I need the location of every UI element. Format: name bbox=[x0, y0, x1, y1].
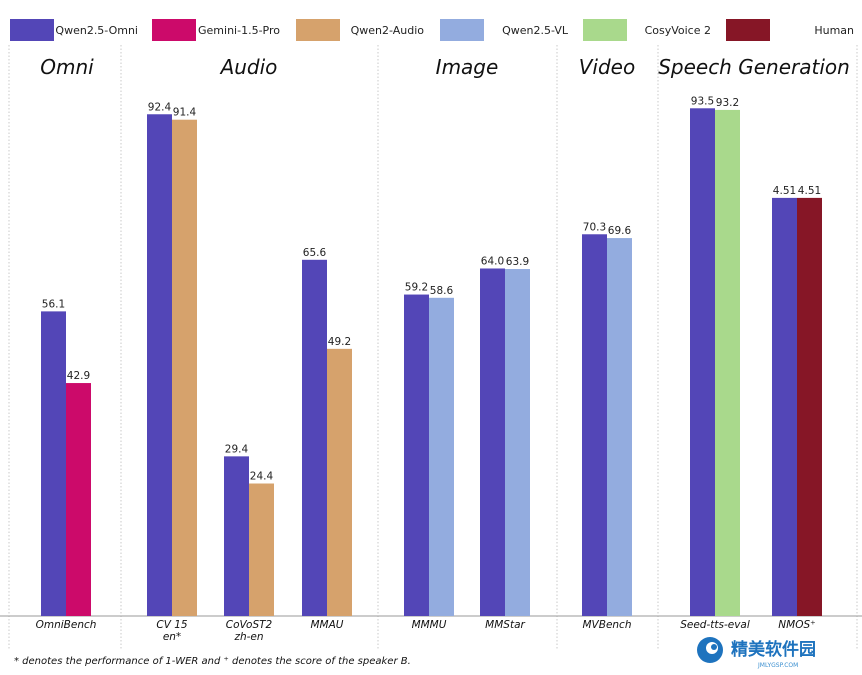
legend: Qwen2.5-Omni Gemini-1.5-Pro Qwen2-Audio Qwe… bbox=[10, 19, 854, 41]
bar-omnibench-gemini-1-5-pro bbox=[66, 383, 91, 616]
bar-mmmu-qwen2-5-vl bbox=[429, 297, 454, 616]
legend-swatch-qwen2-5-vl bbox=[440, 19, 484, 41]
value-label-seed-tts-eval-cosyvoice-2: 93.2 bbox=[716, 97, 739, 109]
legend-label-qwen2-audio: Qwen2-Audio bbox=[351, 24, 425, 37]
bar-nmos-qwen2-5-omni bbox=[772, 197, 797, 616]
category-label-cv-15: CV 15 bbox=[156, 619, 188, 631]
value-label-cv-15-qwen2-5-omni: 92.4 bbox=[148, 101, 172, 113]
legend-label-qwen2-5-vl: Qwen2.5-VL bbox=[502, 24, 569, 37]
section-title-image: Image bbox=[436, 55, 499, 79]
bar-mmmu-qwen2-5-omni bbox=[404, 294, 429, 616]
value-label-mmau-qwen2-audio: 49.2 bbox=[328, 336, 351, 348]
legend-swatch-cosyvoice-2 bbox=[583, 19, 627, 41]
value-label-cv-15-qwen2-audio: 91.4 bbox=[173, 107, 197, 119]
value-label-mmmu-qwen2-5-vl: 58.6 bbox=[430, 285, 454, 297]
value-label-covost2-qwen2-audio: 24.4 bbox=[250, 471, 274, 483]
bar-mmstar-qwen2-5-vl bbox=[505, 269, 530, 616]
bar-mvbench-qwen2-5-vl bbox=[607, 238, 632, 616]
section-title-speech-generation: Speech Generation bbox=[658, 55, 850, 79]
legend-swatch-qwen2-5-omni bbox=[10, 19, 54, 41]
bar-cv-15-qwen2-audio bbox=[172, 119, 197, 616]
bar-cv-15-qwen2-5-omni bbox=[147, 114, 172, 616]
benchmark-chart: Qwen2.5-Omni Gemini-1.5-Pro Qwen2-Audio Qwe… bbox=[0, 19, 862, 650]
category-label-mmmu: MMMU bbox=[412, 619, 447, 631]
legend-swatch-qwen2-audio bbox=[296, 19, 340, 41]
bar-mvbench-qwen2-5-omni bbox=[582, 234, 607, 616]
sections: Omni Audio Image Video Speech Generation bbox=[40, 55, 850, 79]
category-label-cv-15: en* bbox=[163, 631, 181, 643]
category-label-mvbench: MVBench bbox=[583, 619, 632, 631]
category-label-covost2: CoVoST2 bbox=[226, 619, 273, 631]
bar-seed-tts-eval-cosyvoice-2 bbox=[715, 109, 740, 616]
legend-label-gemini-1-5-pro: Gemini-1.5-Pro bbox=[198, 24, 280, 37]
legend-label-cosyvoice-2: CosyVoice 2 bbox=[645, 24, 711, 37]
value-label-nmos-qwen2-5-omni: 4.51 bbox=[773, 185, 796, 197]
value-label-mvbench-qwen2-5-vl: 69.6 bbox=[608, 225, 632, 237]
value-label-mmstar-qwen2-5-omni: 64.0 bbox=[481, 255, 504, 267]
category-label-seed-tts-eval: Seed-tts-eval bbox=[680, 619, 750, 631]
section-title-omni: Omni bbox=[40, 55, 94, 79]
value-label-omnibench-qwen2-5-omni: 56.1 bbox=[42, 298, 65, 310]
section-title-video: Video bbox=[579, 55, 635, 79]
bar-nmos-human bbox=[797, 197, 822, 616]
value-label-covost2-qwen2-5-omni: 29.4 bbox=[225, 443, 249, 455]
category-label-omnibench: OmniBench bbox=[36, 619, 97, 631]
bar-covost2-qwen2-audio bbox=[249, 483, 274, 616]
section-title-audio: Audio bbox=[219, 55, 278, 79]
value-label-omnibench-gemini-1-5-pro: 42.9 bbox=[67, 370, 90, 382]
bar-mmau-qwen2-audio bbox=[327, 348, 352, 616]
category-label-mmau: MMAU bbox=[311, 619, 344, 631]
value-label-seed-tts-eval-qwen2-5-omni: 93.5 bbox=[691, 95, 714, 107]
watermark-logo: 精美软件园 JMLYGSP.COM bbox=[697, 637, 816, 669]
value-label-mmau-qwen2-5-omni: 65.6 bbox=[303, 247, 327, 259]
bar-mmstar-qwen2-5-omni bbox=[480, 268, 505, 616]
category-label-mmstar: MMStar bbox=[485, 619, 525, 631]
legend-swatch-gemini-1-5-pro bbox=[152, 19, 196, 41]
bar-mmau-qwen2-5-omni bbox=[302, 259, 327, 616]
legend-label-human: Human bbox=[814, 24, 854, 37]
watermark-text: 精美软件园 bbox=[731, 639, 816, 660]
footnote: * denotes the performance of 1-WER and ⁺… bbox=[14, 656, 411, 667]
value-label-nmos-human: 4.51 bbox=[798, 185, 821, 197]
value-label-mvbench-qwen2-5-omni: 70.3 bbox=[583, 221, 606, 233]
legend-label-qwen2-5-omni: Qwen2.5-Omni bbox=[55, 24, 138, 37]
bar-omnibench-qwen2-5-omni bbox=[41, 311, 66, 616]
legend-swatch-human bbox=[726, 19, 770, 41]
value-label-mmmu-qwen2-5-omni: 59.2 bbox=[405, 282, 428, 294]
watermark-subtext: JMLYGSP.COM bbox=[757, 662, 798, 669]
bar-seed-tts-eval-qwen2-5-omni bbox=[690, 108, 715, 617]
bar-covost2-qwen2-5-omni bbox=[224, 456, 249, 616]
category-label-nmos: NMOS⁺ bbox=[778, 619, 815, 631]
category-label-covost2: zh-en bbox=[233, 631, 263, 643]
value-label-mmstar-qwen2-5-vl: 63.9 bbox=[506, 256, 529, 268]
